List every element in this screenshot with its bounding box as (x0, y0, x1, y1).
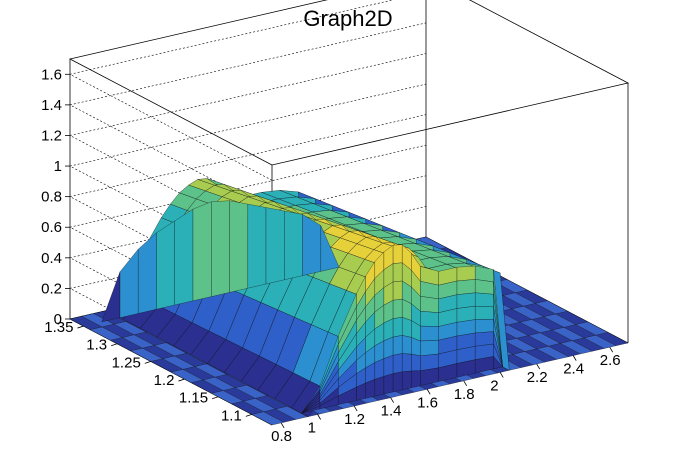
surface-wall-cell (402, 370, 412, 391)
surface-wall-cell (402, 317, 412, 338)
surface-ridge-cell (174, 208, 194, 306)
surface-wall-cell (392, 298, 403, 319)
y-tick (144, 361, 151, 364)
surface-wall-cell (475, 279, 494, 295)
surface-ridge-cell (138, 232, 157, 314)
y-tick-label: 1.2 (154, 372, 175, 389)
surface-wall-cell (475, 306, 494, 320)
surface-wall-cell (392, 244, 403, 264)
surface-ridge-cell (192, 201, 212, 301)
x-tick (609, 346, 614, 353)
surface-wall-cell (420, 325, 439, 342)
y-tick (178, 378, 185, 382)
x-tick-label: 2 (490, 377, 498, 394)
surface-wall-cell (420, 340, 439, 357)
surface-wall-cell (493, 356, 503, 370)
z-tick-label: 0.4 (41, 250, 62, 267)
x-tick (280, 422, 285, 429)
z-tick-label: 0.8 (41, 189, 62, 206)
y-tick-label: 1.25 (112, 354, 141, 371)
x-tick-label: 2.2 (527, 369, 548, 386)
x-tick-label: 1.2 (344, 411, 365, 428)
z-tick-label: 1.2 (41, 127, 62, 144)
surface-wall-cell (456, 292, 476, 309)
surface-ridge-cell (284, 210, 303, 280)
surface-ridge-cell (247, 203, 267, 289)
y-tick (245, 414, 252, 417)
x-tick (390, 397, 395, 403)
z-gridline (69, 22, 427, 212)
y-tick-label: 1.15 (179, 390, 208, 407)
x-tick (499, 372, 504, 378)
surface-wall-cell (475, 265, 494, 283)
x-tick (353, 405, 358, 412)
surface-wall-cell (383, 336, 394, 359)
y-tick-label: 1.3 (86, 337, 107, 354)
x-tick-label: 0.8 (271, 428, 292, 445)
x-tick-label: 1.8 (454, 386, 475, 403)
surface-wall-cell (475, 319, 494, 334)
surface-wall-cell (383, 373, 394, 395)
surface-ridge-cell (265, 207, 285, 285)
surface-wall-cell (475, 292, 494, 307)
y-tick (111, 343, 118, 347)
x-tick (426, 389, 431, 395)
surface-wall-cell (456, 265, 476, 282)
surface-wall-cell (411, 370, 421, 388)
x-tick (463, 380, 468, 387)
surface-wall-cell (383, 355, 394, 377)
z-tick-label: 1.6 (41, 66, 62, 83)
box-top (68, 0, 630, 166)
surface-wall-cell (392, 262, 403, 283)
surface-wall-cell (411, 354, 421, 372)
surface-wall-cell (456, 279, 476, 295)
y-tick (212, 396, 219, 400)
z-tick-label: 1.4 (41, 97, 62, 114)
z-tick-label: 1 (54, 158, 62, 175)
surface-ridge-cell (211, 200, 230, 297)
y-tick-label: 1.1 (221, 407, 242, 424)
z-gridline (69, 0, 394, 181)
surface-wall-cell (392, 353, 403, 374)
surface-wall-cell (402, 335, 412, 355)
z-tick-label: 0.2 (41, 280, 62, 297)
surface-wall-cell (392, 371, 403, 393)
surface-wall-cell (392, 280, 403, 301)
x-tick-label: 1.4 (381, 403, 402, 420)
x-tick-label: 2.6 (600, 352, 621, 369)
y-tick (77, 325, 84, 329)
surface-wall-cell (374, 376, 385, 397)
surface-ridge-cell (320, 225, 340, 272)
x-tick-label: 1.6 (417, 394, 438, 411)
surface-wall-cell (420, 311, 439, 327)
z-tick-label: 0.6 (41, 219, 62, 236)
x-tick-label: 1 (308, 419, 316, 436)
x-tick (572, 355, 577, 361)
surface-ridge-cell (156, 220, 175, 310)
surface-wall-cell (392, 317, 403, 338)
surface-wall-cell (475, 331, 494, 347)
surface-wall-cell (392, 335, 403, 356)
surface-ridge-cell (229, 200, 248, 293)
z-tick-label: 0 (54, 311, 62, 328)
y-tick-label: 1.35 (44, 319, 73, 336)
x-tick-label: 2.4 (563, 361, 584, 378)
surface-ridge-cell (119, 248, 139, 318)
surface-wall-cell (402, 353, 412, 372)
x-tick (536, 363, 541, 370)
x-tick (317, 414, 321, 420)
surface-wall-cell (420, 296, 439, 313)
